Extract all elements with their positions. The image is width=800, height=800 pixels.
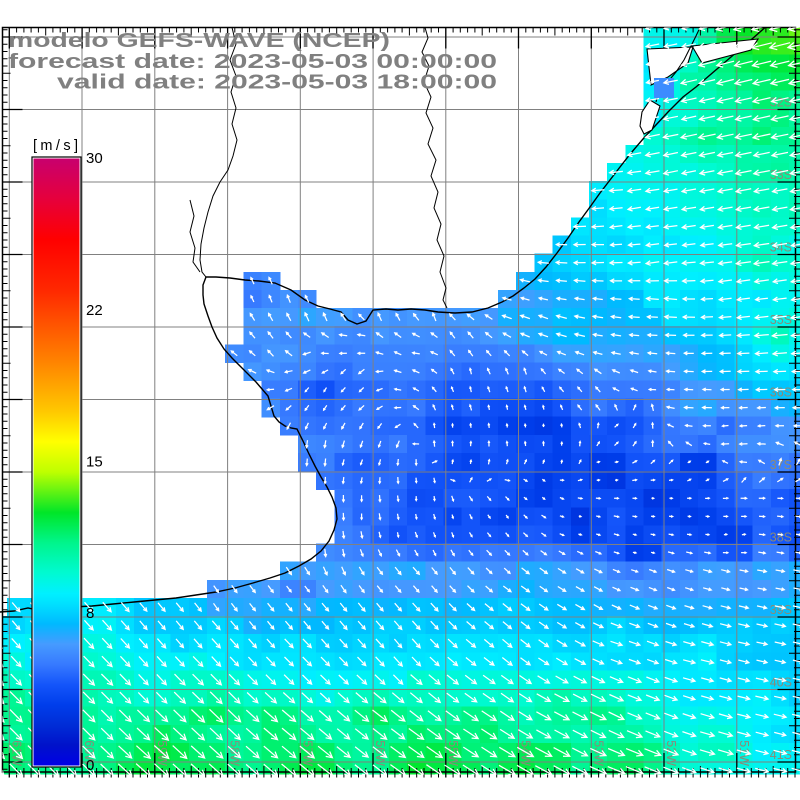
- svg-text:35S: 35S: [770, 313, 792, 327]
- svg-text:33S: 33S: [770, 168, 792, 182]
- svg-text:[m/s]: [m/s]: [33, 138, 78, 154]
- svg-text:39S: 39S: [770, 603, 792, 617]
- svg-text:40S: 40S: [770, 676, 792, 690]
- svg-text:41S: 41S: [770, 748, 792, 762]
- svg-text:22: 22: [86, 302, 103, 319]
- svg-text:57W: 57W: [300, 740, 314, 766]
- svg-text:58W: 58W: [228, 740, 242, 766]
- svg-text:61W: 61W: [9, 740, 23, 766]
- svg-text:8: 8: [86, 605, 94, 622]
- svg-text:15: 15: [86, 454, 103, 471]
- svg-text:38S: 38S: [770, 531, 792, 545]
- svg-text:56W: 56W: [373, 740, 387, 766]
- svg-text:34S: 34S: [770, 241, 792, 255]
- svg-text:forecast date: 2023-05-03 00:0: forecast date: 2023-05-03 00:00:00: [8, 50, 497, 73]
- svg-text:52W: 52W: [664, 740, 678, 766]
- svg-text:36S: 36S: [770, 386, 792, 400]
- svg-text:0: 0: [86, 757, 94, 774]
- svg-text:54W: 54W: [519, 740, 533, 766]
- svg-text:51W: 51W: [737, 740, 751, 766]
- svg-text:60W: 60W: [82, 740, 96, 766]
- svg-text:valid date: 2023-05-03 18:00:0: valid date: 2023-05-03 18:00:00: [57, 71, 497, 94]
- svg-text:53W: 53W: [591, 740, 605, 766]
- svg-text:59W: 59W: [155, 740, 169, 766]
- svg-text:55W: 55W: [446, 740, 460, 766]
- svg-text:modelo GEFS-WAVE (NCEP): modelo GEFS-WAVE (NCEP): [8, 29, 390, 52]
- svg-text:30: 30: [86, 150, 103, 167]
- svg-text:37S: 37S: [770, 458, 792, 472]
